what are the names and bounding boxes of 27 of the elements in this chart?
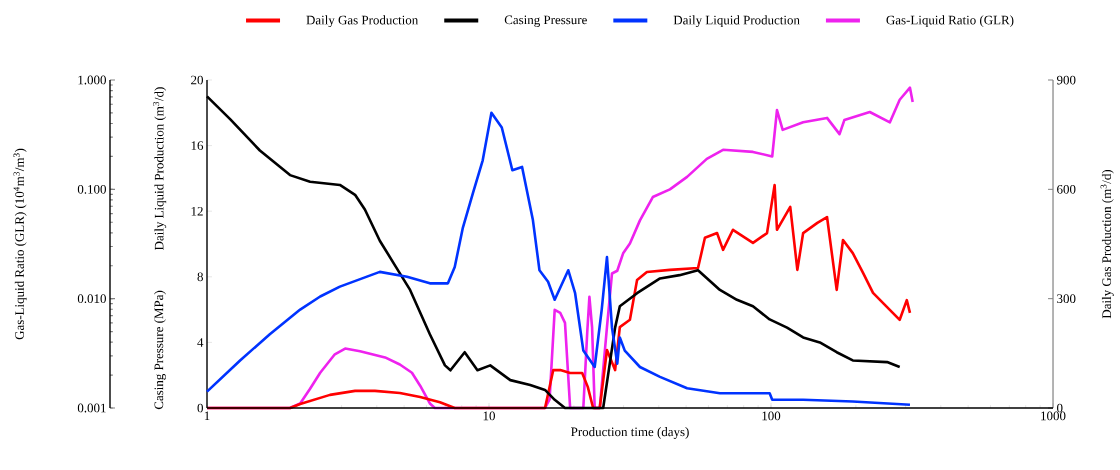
x-axis-title: Production time (days)	[571, 427, 689, 439]
x-tick-label: 100	[762, 411, 781, 421]
x-tick-label: 1	[204, 411, 210, 421]
x-tick-label: 1000	[1041, 411, 1066, 421]
legend-label: Daily Gas Production	[306, 15, 419, 28]
y3-tick-label: 900	[1056, 75, 1076, 85]
y2-tick-label: 20	[191, 75, 203, 85]
text: Casing Pressure (MPa)	[154, 290, 166, 410]
legend-label: Daily Liquid Production	[673, 15, 800, 28]
y2-tick-label: 0	[197, 403, 203, 413]
y-tick-label: 0.100	[77, 184, 106, 194]
y3-tick-label: 300	[1057, 294, 1076, 304]
legend-label: Casing Pressure	[504, 15, 587, 27]
y-tick-label: 0.010	[77, 294, 106, 304]
y2-tick-label: 4	[197, 338, 204, 347]
x-tick-label: 10	[483, 411, 495, 421]
y-tick-label: 0.001	[77, 403, 106, 413]
y2-tick-label: 16	[191, 141, 204, 150]
y2-tick-label: 8	[197, 272, 203, 282]
y2-tick-label: 12	[191, 206, 203, 216]
y2-axis-title: Daily Liquid Production (m$^{3}$/d)	[153, 87, 167, 251]
y3-axis-title: Daily Gas Production (m$^{3}$/d)	[1100, 169, 1114, 319]
y3-tick-label: 600	[1057, 184, 1076, 194]
y3-tick-label: 0	[1057, 403, 1063, 413]
y-tick-label: 1.000	[78, 75, 106, 85]
y-axis-title: Gas-Liquid Ratio (GLR) (10$^{4}$m$^{3}$/m$^{3}$)	[13, 148, 27, 340]
legend-label: Gas-Liquid Ratio (GLR)	[886, 15, 1014, 28]
